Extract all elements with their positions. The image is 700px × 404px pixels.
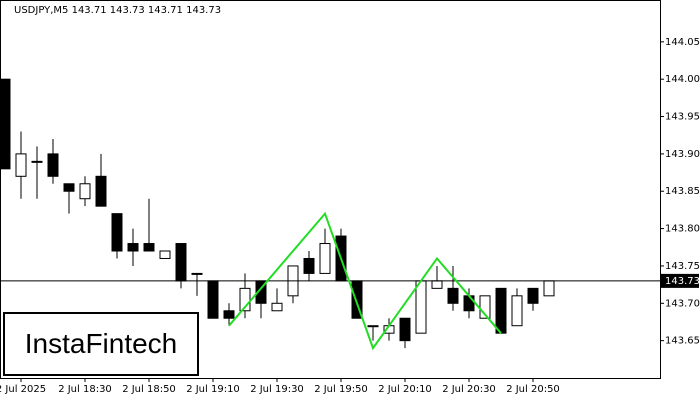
y-tick-label: 144.05	[665, 37, 700, 48]
bull-candle	[31, 160, 43, 163]
bear-candle	[399, 317, 411, 342]
bear-candle	[495, 287, 507, 334]
last-price-box	[661, 273, 699, 288]
bear-candle	[111, 213, 123, 252]
bear-candle	[47, 153, 59, 177]
bear-candle	[207, 280, 219, 319]
bear-candle	[463, 295, 475, 312]
x-tick-label: 2 Jul 18:30	[58, 384, 112, 395]
bull-candle	[367, 325, 379, 328]
bull-candle	[159, 250, 171, 259]
bull-candle	[511, 295, 523, 327]
y-tick-label: 143.90	[665, 149, 700, 160]
bull-candle	[543, 280, 555, 297]
x-tick-label: 2 Jul 19:50	[314, 384, 368, 395]
x-tick-label: 2 Jul 20:10	[378, 384, 432, 395]
x-tick-label: 2 Jul 18:50	[122, 384, 176, 395]
watermark: InstaFintech	[3, 312, 199, 376]
bull-candle	[319, 243, 331, 274]
bear-candle	[127, 243, 139, 252]
bull-candle	[15, 153, 27, 177]
bull-candle	[239, 287, 251, 312]
bear-candle	[63, 183, 75, 192]
pattern-line	[228, 211, 502, 351]
bear-candle	[143, 243, 155, 252]
bear-candle	[303, 257, 315, 274]
bear-candle	[223, 310, 235, 319]
x-tick-label: 2 Jul 20:30	[442, 384, 496, 395]
y-tick-label: 143.75	[665, 261, 700, 272]
y-tick-label: 143.95	[665, 112, 700, 123]
x-tick-label: 2 Jul 19:10	[186, 384, 240, 395]
plot-frame	[0, 0, 661, 379]
y-tick-label: 143.80	[665, 224, 700, 235]
y-tick-label: 144.00	[665, 74, 700, 85]
bear-candle	[0, 78, 11, 170]
x-tick-label: 2 Jul 2025	[0, 384, 46, 395]
bear-candle	[95, 175, 107, 207]
bear-candle	[447, 287, 459, 304]
chart-title: USDJPY,M5 143.71 143.73 143.71 143.73	[14, 5, 221, 16]
bull-candle	[271, 302, 283, 312]
bull-candle	[431, 280, 443, 289]
last-price-label: 143.73	[665, 276, 700, 287]
x-tick-label: 2 Jul 20:50	[506, 384, 560, 395]
y-tick-label: 143.70	[665, 298, 700, 309]
bull-candle	[479, 295, 491, 319]
bull-candle	[191, 272, 203, 275]
y-tick-label: 143.85	[665, 186, 700, 197]
bear-candle	[175, 243, 187, 282]
bull-candle	[415, 280, 427, 334]
y-tick-label: 143.65	[665, 336, 700, 347]
x-tick-label: 2 Jul 19:30	[250, 384, 304, 395]
bull-candle	[79, 183, 91, 200]
bear-candle	[527, 287, 539, 304]
